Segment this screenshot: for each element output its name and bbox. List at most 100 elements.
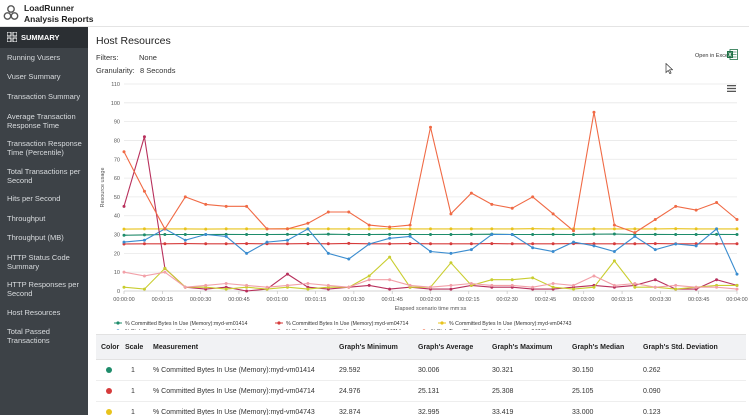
data-point (592, 244, 596, 248)
data-point (265, 227, 269, 231)
data-point (142, 233, 146, 237)
cell-median: 30.150 (572, 366, 594, 374)
data-point (429, 227, 432, 231)
x-tick-label: 00:02:00 (420, 297, 441, 303)
data-point (265, 233, 269, 237)
data-point (449, 287, 453, 291)
x-tick-label: 00:03:00 (573, 297, 594, 303)
sidebar-item-host-resources[interactable]: Host Resources (7, 308, 61, 317)
data-point (306, 221, 310, 225)
x-tick-label: 00:01:30 (343, 297, 364, 303)
data-point (449, 212, 453, 216)
column-header-std-deviation: Graph's Std. Deviation (643, 343, 718, 351)
brand-subtitle: Analysis Reports (24, 14, 94, 24)
legend-item: % Disk Time (PhysicalDisk _Total):myd-vm… (422, 329, 546, 330)
main-content: Host Resources Filters: None Granularity… (88, 27, 749, 415)
data-point (122, 285, 126, 289)
sidebar-item-summary[interactable]: SUMMARY (0, 27, 88, 48)
excel-icon[interactable]: X (727, 49, 738, 60)
data-point (429, 233, 432, 237)
data-point (367, 278, 371, 282)
sidebar-item-transaction-summary[interactable]: Transaction Summary (7, 92, 81, 101)
data-point (735, 217, 739, 221)
legend-marker (440, 321, 444, 325)
data-point (245, 251, 249, 255)
data-point (285, 238, 289, 242)
y-tick-label: 90 (114, 120, 120, 126)
data-point (326, 232, 330, 236)
data-point (265, 240, 269, 244)
sidebar-item-total-transactions-per-second[interactable]: Total Transactions per Second (7, 167, 81, 185)
sidebar-item-running-vusers[interactable]: Running Vusers (7, 53, 61, 62)
sidebar-item-http-responses-per-second[interactable]: HTTP Responses per Second (7, 280, 79, 298)
data-point (469, 232, 473, 236)
x-tick-label: 00:00:15 (152, 297, 173, 303)
legend-marker (277, 321, 281, 325)
data-point (142, 287, 146, 291)
data-point (388, 232, 392, 236)
data-point (531, 227, 535, 231)
mouse-cursor-icon (665, 63, 673, 74)
brand-name: LoadRunner (24, 3, 75, 13)
data-point (572, 240, 576, 244)
sidebar-item-hits-per-second[interactable]: Hits per Second (7, 194, 61, 203)
data-point (592, 232, 596, 236)
data-point (531, 242, 535, 246)
data-point (510, 242, 514, 246)
data-point (326, 242, 330, 246)
data-point (551, 212, 555, 216)
hamburger-menu-icon[interactable] (727, 85, 736, 92)
sidebar-item-vuser-summary[interactable]: Vuser Summary (7, 72, 61, 81)
data-point (490, 227, 494, 231)
data-point (531, 233, 535, 237)
data-point (429, 125, 432, 129)
data-point (592, 227, 596, 231)
data-point (204, 202, 208, 206)
data-point (449, 233, 453, 237)
table-row: 1 % Committed Bytes In Use (Memory):myd-… (96, 402, 746, 415)
data-point (429, 285, 432, 289)
table-row: 1 % Committed Bytes In Use (Memory):myd-… (96, 381, 746, 402)
data-point (245, 233, 249, 237)
data-point (408, 234, 412, 238)
data-point (163, 266, 167, 270)
data-point (551, 242, 555, 246)
chart-series (122, 110, 739, 293)
table-header-row: Color Scale Measurement Graph's Minimum … (96, 334, 746, 360)
sidebar-item-throughput-mb[interactable]: Throughput (MB) (7, 233, 64, 242)
sidebar-item-throughput[interactable]: Throughput (7, 214, 46, 223)
cell-minimum: 24.976 (339, 387, 361, 395)
cell-median: 33.000 (572, 408, 594, 415)
sidebar-item-transaction-response-time-percentile[interactable]: Transaction Response Time (Percentile) (7, 139, 82, 157)
cell-measurement: % Committed Bytes In Use (Memory):myd-vm… (153, 408, 315, 415)
x-tick-label: 00:02:45 (535, 297, 556, 303)
x-tick-label: 00:04:00 (726, 297, 747, 303)
filters-label: Filters: (96, 53, 119, 62)
y-tick-label: 50 (114, 195, 120, 201)
y-tick-label: 80 (114, 138, 120, 144)
data-point (224, 227, 228, 231)
data-point (674, 283, 678, 287)
data-point (735, 233, 739, 237)
data-point (469, 227, 473, 231)
grid-icon (7, 32, 17, 42)
data-point (142, 189, 146, 193)
data-point (142, 242, 146, 246)
data-point (449, 283, 453, 287)
data-point (285, 232, 289, 236)
x-tick-label: 00:01:45 (381, 297, 402, 303)
data-point (592, 242, 596, 246)
data-point (469, 248, 473, 252)
data-point (469, 191, 473, 195)
series-5 (122, 110, 739, 235)
data-point (612, 249, 616, 253)
sidebar-item-http-status-code-summary[interactable]: HTTP Status Code Summary (7, 253, 70, 271)
table-body: 1 % Committed Bytes In Use (Memory):myd-… (96, 360, 746, 415)
column-header-measurement: Measurement (153, 343, 199, 351)
sidebar-item-average-transaction-response-time[interactable]: Average Transaction Response Time (7, 112, 76, 130)
data-point (183, 233, 187, 237)
data-point (204, 233, 208, 237)
open-in-excel-link[interactable]: Open in Excel (695, 53, 730, 59)
sidebar-item-total-passed-transactions[interactable]: Total Passed Transactions (7, 327, 50, 345)
data-point (285, 242, 289, 246)
